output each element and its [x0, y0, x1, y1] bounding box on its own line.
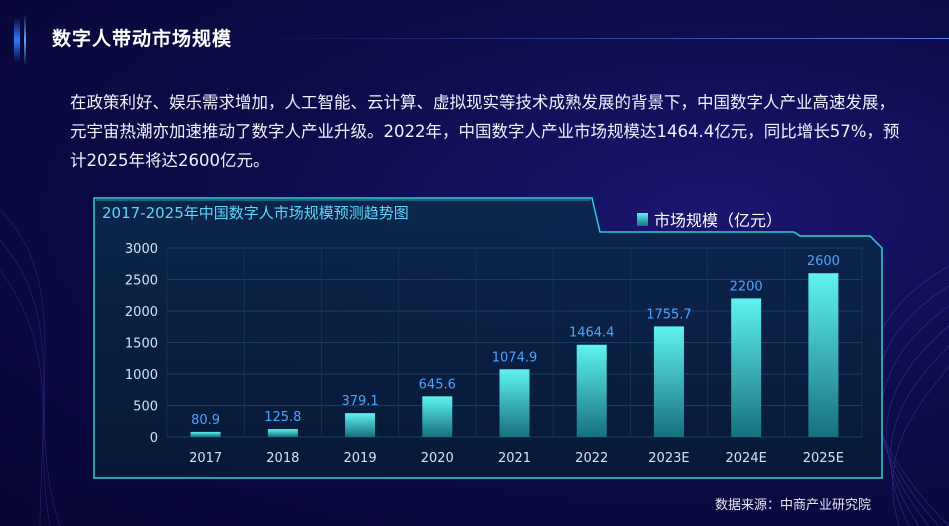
decorative-wave-left — [0, 209, 61, 526]
bar-2024E — [731, 298, 762, 437]
y-tick-label: 1000 — [125, 368, 158, 383]
x-tick-label: 2018 — [266, 451, 299, 466]
chart-title: 2017-2025年中国数字人市场规模预测趋势图 — [102, 204, 409, 222]
bar-chart: 2017-2025年中国数字人市场规模预测趋势图 市场规模（亿元） 0 500 10… — [93, 197, 883, 479]
x-tick-label: 2019 — [344, 451, 377, 466]
bar-2020 — [422, 396, 453, 437]
x-tick-label: 2024E — [726, 451, 767, 466]
title-accent-line — [24, 14, 26, 66]
bar-2017 — [190, 431, 221, 437]
x-tick-label: 2020 — [421, 451, 454, 466]
chart-frame-border — [93, 197, 883, 479]
y-tick-label: 2500 — [125, 274, 158, 289]
y-tick-label: 3000 — [125, 242, 158, 257]
data-label: 379.1 — [341, 394, 378, 409]
y-tick-label: 1500 — [125, 337, 158, 352]
data-label: 1755.7 — [646, 307, 692, 322]
x-tick-label: 2017 — [189, 451, 222, 466]
legend-swatch — [637, 213, 648, 226]
x-tick-label: 2021 — [498, 451, 531, 466]
data-source: 数据来源：中商产业研究院 — [714, 498, 871, 513]
header-divider — [250, 38, 949, 39]
data-label: 125.8 — [264, 410, 301, 425]
page-title: 数字人带动市场规模 — [52, 28, 233, 50]
title-accent-bar — [14, 18, 20, 62]
x-tick-label: 2022 — [575, 451, 608, 466]
chart-panel: 2017-2025年中国数字人市场规模预测趋势图 市场规模（亿元） 0 500 10… — [92, 196, 884, 480]
bar-2018 — [267, 429, 298, 437]
bar-2019 — [345, 413, 376, 437]
data-label: 80.9 — [191, 413, 220, 428]
data-label: 2200 — [730, 279, 763, 294]
y-tick-label: 2000 — [125, 305, 158, 320]
x-tick-label: 2023E — [648, 451, 689, 466]
bar-2021 — [499, 369, 530, 437]
intro-paragraph: 在政策利好、娱乐需求增加，人工智能、云计算、虚拟现实等技术成熟发展的背景下，中国… — [70, 93, 900, 170]
data-label: 1074.9 — [492, 350, 538, 365]
bar-2023E — [653, 326, 684, 437]
bar-2022 — [576, 344, 607, 437]
y-tick-label: 0 — [150, 431, 158, 446]
bar-2025E — [808, 273, 839, 437]
data-label: 1464.4 — [569, 326, 615, 341]
legend-label: 市场规模（亿元） — [654, 211, 782, 230]
data-label: 2600 — [807, 254, 840, 269]
x-tick-label: 2025E — [803, 451, 844, 466]
y-tick-label: 500 — [133, 400, 158, 415]
data-label: 645.6 — [419, 377, 456, 392]
